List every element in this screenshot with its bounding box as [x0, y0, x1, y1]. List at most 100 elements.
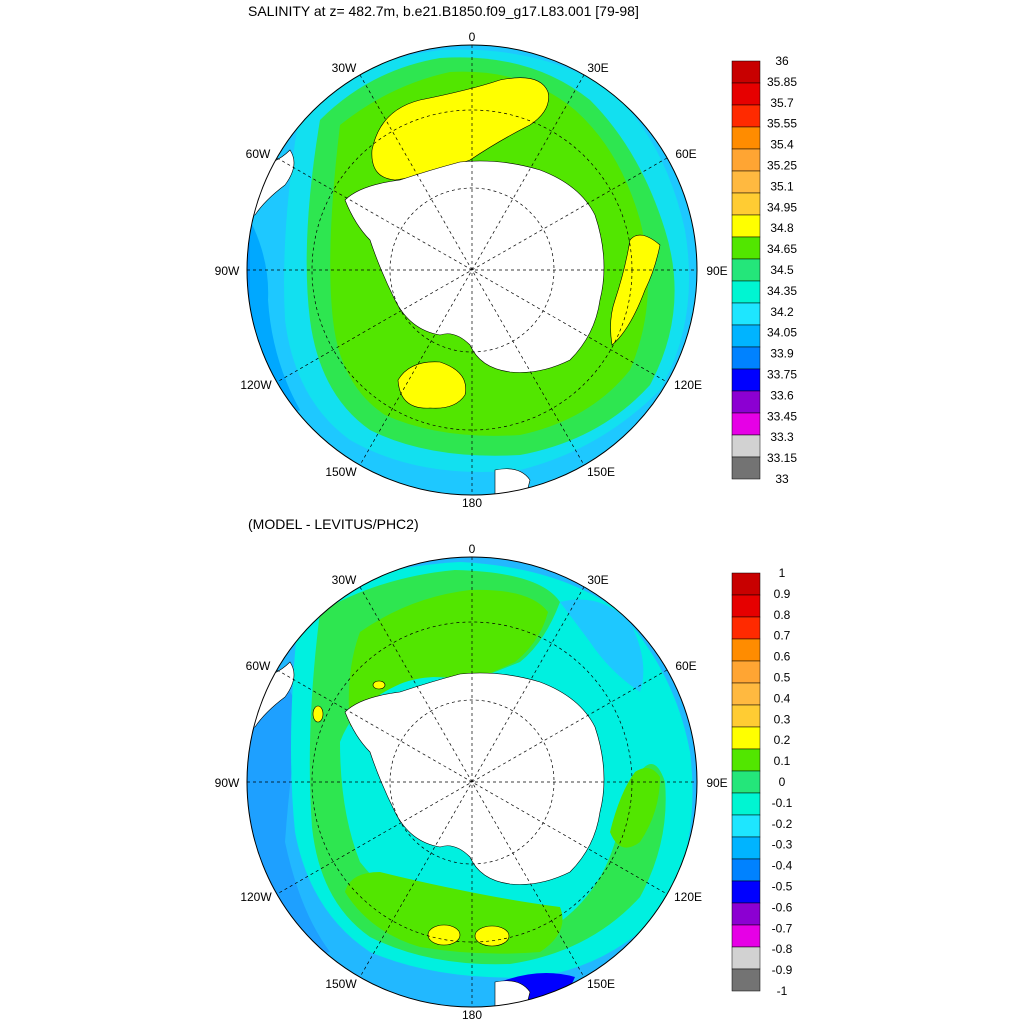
graticule [247, 45, 697, 495]
colorbar-tick-label: 0 [779, 775, 786, 789]
lon-label-180: 180 [462, 1008, 482, 1022]
lon-label-60e: 60E [675, 659, 696, 673]
top-colorbar: 36 35.85 35.7 35.55 35.4 35.25 35.1 34.95 34.8 34… [731, 54, 797, 486]
colorbar-swatch [731, 770, 761, 794]
colorbar-tick-label: 34.35 [767, 284, 797, 298]
colorbar-swatch [731, 792, 761, 816]
cyan-patch-east [560, 599, 644, 692]
colorbar-tick-label: 33 [775, 472, 789, 486]
antarctica [344, 672, 605, 885]
colorbar-tick-label: 33.3 [770, 430, 794, 444]
colorbar-swatch [731, 456, 761, 480]
colorbar-tick-label: 35.7 [770, 96, 794, 110]
lon-label-150w: 150W [325, 977, 357, 991]
colorbar-tick-label: 0.4 [774, 691, 791, 705]
colorbar-tick-label: -0.7 [772, 921, 793, 935]
colorbar-swatch [731, 572, 761, 596]
colorbar-tick-label: 34.95 [767, 200, 797, 214]
colorbar-swatch [731, 660, 761, 684]
colorbar-tick-label: 0.1 [774, 754, 791, 768]
colorbar-tick-label: -0.2 [772, 817, 793, 831]
colorbar-swatch [731, 858, 761, 882]
colorbar-tick-label: 35.25 [767, 159, 797, 173]
colorbar-swatch [731, 682, 761, 706]
colorbar-tick-label: 33.45 [767, 409, 797, 423]
colorbar-tick-label: -0.4 [772, 859, 793, 873]
colorbar-tick-label: 35.1 [770, 179, 794, 193]
colorbar-tick-label: 34.05 [767, 326, 797, 340]
lon-label-30w: 30W [332, 573, 357, 587]
colorbar-swatch [731, 704, 761, 728]
map-border [246, 556, 698, 1008]
colorbar-swatch [731, 346, 761, 370]
lon-label-60w: 60W [246, 659, 271, 673]
yellow-patch-pacific [397, 361, 467, 409]
lon-label-90e: 90E [706, 776, 727, 790]
lon-label-30e: 30E [587, 573, 608, 587]
colorbar-tick-label: -0.3 [772, 838, 793, 852]
lon-label-150e: 150E [587, 465, 615, 479]
lon-label-180: 180 [462, 496, 482, 510]
colorbar-swatch [731, 236, 761, 260]
colorbar-swatch [731, 214, 761, 238]
colorbar-swatch [731, 902, 761, 926]
lon-label-120w: 120W [240, 378, 272, 392]
colorbar-tick-label: 35.55 [767, 117, 797, 131]
bottom-map-title: (MODEL - LEVITUS/PHC2) [248, 516, 419, 532]
salinity-field [247, 45, 697, 495]
colorbar-tick-label: 34.65 [767, 242, 797, 256]
colorbar-swatch [731, 946, 761, 970]
green-patch-indian [610, 768, 660, 848]
colorbar-swatch [731, 836, 761, 860]
colorbar-swatch [731, 82, 761, 106]
colorbar-tick-label: 36 [775, 54, 789, 68]
top-map-title: SALINITY at z= 482.7m, b.e21.B1850.f09_g… [248, 3, 639, 19]
colorbar-swatch [731, 324, 761, 348]
lon-label-150e: 150E [587, 977, 615, 991]
colorbar-tick-label: 34.8 [770, 221, 794, 235]
colorbar-tick-label: -1 [777, 984, 788, 998]
yellow-patch-4 [372, 680, 386, 690]
colorbar-swatch [731, 192, 761, 216]
colorbar-tick-label: 0.3 [774, 712, 791, 726]
lon-label-90w: 90W [215, 776, 240, 790]
colorbar-tick-label: 34.2 [770, 305, 794, 319]
colorbar-tick-label: 34.5 [770, 263, 794, 277]
colorbar-swatch [731, 148, 761, 172]
difference-field [247, 557, 697, 1007]
colorbar-tick-label: 35.85 [767, 75, 797, 89]
lon-label-90e: 90E [706, 264, 727, 278]
colorbar-swatch [731, 638, 761, 662]
colorbar-tick-label: 33.75 [767, 368, 797, 382]
lon-label-0: 0 [469, 542, 476, 556]
colorbar-swatch [731, 412, 761, 436]
antarctica [344, 160, 605, 373]
colorbar-swatch [731, 968, 761, 992]
bottom-colorbar: 1 0.9 0.8 0.7 0.6 0.5 0.4 0.3 0.2 0.1 0 -0.1 -0.2 -0.… [731, 566, 793, 998]
lon-label-30w: 30W [332, 61, 357, 75]
salinity-polar-map: 0 30E 60E 90E 120E 150E 180 150W 120W 90… [215, 30, 728, 510]
colorbar-swatch [731, 390, 761, 414]
colorbar-tick-label: 1 [779, 566, 786, 580]
lon-label-0: 0 [469, 30, 476, 44]
lon-label-120e: 120E [674, 378, 702, 392]
colorbar-tick-label: 35.4 [770, 138, 794, 152]
colorbar-swatch [731, 170, 761, 194]
lon-label-90w: 90W [215, 264, 240, 278]
colorbar-swatch [731, 434, 761, 458]
colorbar-swatch [731, 60, 761, 84]
graticule [247, 557, 697, 1007]
colorbar-tick-label: 0.7 [774, 629, 791, 643]
lon-label-30e: 30E [587, 61, 608, 75]
salinity-difference-polar-map: 0 30E 60E 90E 120E 150E 180 150W 120W 90… [215, 542, 728, 1022]
lon-label-120w: 120W [240, 890, 272, 904]
colorbar-tick-label: 33.9 [770, 347, 794, 361]
colorbar-swatch [731, 594, 761, 618]
colorbar-swatch [731, 814, 761, 838]
colorbar-swatch [731, 880, 761, 904]
colorbar-tick-label: 0.5 [774, 671, 791, 685]
colorbar-tick-label: 0.2 [774, 733, 791, 747]
colorbar-swatch [731, 368, 761, 392]
colorbar-swatch [731, 302, 761, 326]
yellow-patch-2 [474, 925, 510, 947]
